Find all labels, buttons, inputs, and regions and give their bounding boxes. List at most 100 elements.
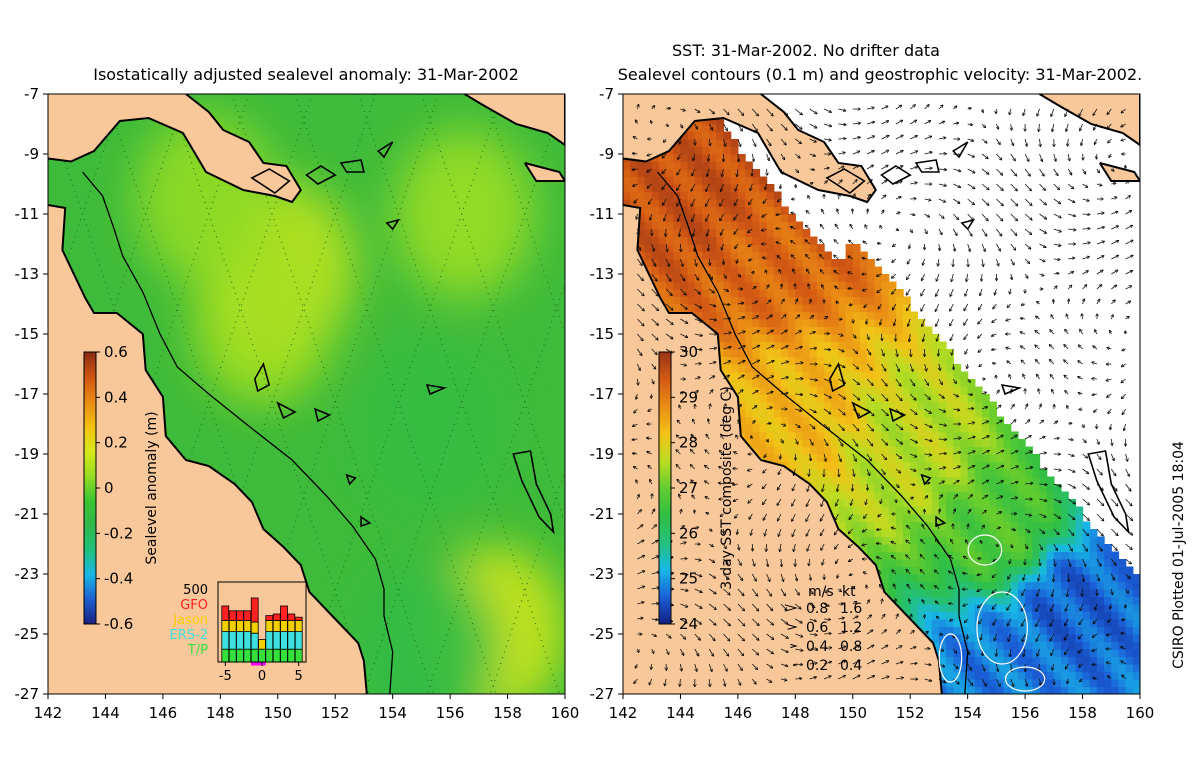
sst-cell	[1025, 514, 1033, 523]
sst-subtitle: Sealevel contours (0.1 m) and geostrophi…	[618, 65, 1143, 84]
sst-cell	[867, 476, 875, 485]
x-tick-label: 158	[493, 704, 522, 722]
sst-cell	[910, 386, 918, 395]
sst-cell	[702, 139, 710, 148]
sst-cell	[895, 491, 904, 500]
sst-cell	[1032, 529, 1041, 538]
sst-cell	[694, 244, 703, 253]
sst-cell	[960, 431, 969, 440]
velocity-arrow	[809, 315, 814, 320]
velocity-arrow	[691, 183, 696, 191]
sst-cell	[989, 469, 997, 478]
velocity-arrow	[752, 603, 758, 611]
velocity-arrow	[723, 648, 729, 656]
sst-cell	[723, 334, 732, 343]
velocity-arrow	[938, 228, 942, 235]
sst-cell	[752, 236, 761, 245]
sst-cell	[723, 319, 732, 328]
sst-cell	[1104, 641, 1112, 650]
colorbar-tick-label: 0.4	[104, 388, 128, 406]
sst-cell	[1046, 656, 1055, 665]
sst-cell	[845, 281, 854, 290]
sst-cell	[867, 551, 875, 560]
sst-cell	[931, 484, 940, 493]
sst-cell	[773, 221, 782, 230]
velocity-arrow	[651, 588, 660, 589]
velocity-arrow	[852, 438, 858, 446]
sst-cell	[694, 206, 703, 215]
sst-cell	[1061, 529, 1069, 538]
velocity-arrow	[938, 138, 946, 140]
sst-cell	[788, 409, 796, 418]
sst-cell	[716, 176, 725, 185]
sst-cell	[852, 446, 861, 455]
sst-cell	[795, 289, 804, 298]
velocity-arrow	[694, 334, 703, 336]
sst-cell	[759, 394, 768, 403]
sst-cell	[651, 244, 660, 253]
sst-cell	[1068, 671, 1076, 680]
velocity-arrow	[939, 509, 940, 515]
velocity-arrow	[822, 483, 825, 492]
velocity-arrow	[795, 649, 803, 651]
sst-cell	[931, 461, 940, 470]
sst-cell	[687, 221, 696, 230]
sst-cell	[989, 656, 997, 665]
sst-cell	[989, 536, 997, 545]
sst-cell	[881, 491, 890, 500]
sst-cell	[802, 379, 811, 388]
velocity-arrow	[880, 318, 882, 325]
sst-cell	[974, 476, 983, 485]
sst-cell	[709, 274, 717, 283]
velocity-arrow	[662, 153, 667, 158]
sst-cell	[938, 356, 947, 365]
histogram-bar	[280, 605, 288, 621]
sst-cell	[730, 349, 739, 358]
velocity-arrow	[848, 543, 854, 548]
velocity-arrow	[780, 346, 788, 350]
velocity-arrow	[763, 198, 767, 204]
sst-cell	[824, 326, 832, 335]
sst-cell	[781, 386, 789, 395]
sst-cell	[903, 311, 911, 320]
sst-cell	[824, 356, 832, 365]
velocity-arrow	[705, 481, 710, 485]
velocity-arrow	[924, 664, 932, 665]
sst-cell	[1010, 536, 1019, 545]
sst-cell	[1010, 566, 1019, 575]
velocity-arrow	[795, 347, 802, 350]
sst-cell	[809, 259, 818, 268]
sst-cell	[917, 371, 926, 380]
velocity-arrow	[938, 408, 946, 412]
sst-cell	[874, 491, 883, 500]
sst-cell	[651, 206, 660, 215]
sst-cell	[845, 319, 854, 328]
sst-cell	[680, 221, 689, 230]
velocity-arrow	[723, 390, 729, 395]
velocity-arrow	[938, 439, 947, 440]
sst-cell	[960, 656, 969, 665]
histogram-legend-entry: ERS-2	[170, 628, 208, 643]
sst-cell	[903, 514, 911, 523]
sst-cell	[745, 191, 753, 200]
sla-anomaly-blob	[360, 339, 501, 509]
sst-cell	[651, 251, 660, 260]
sst-cell	[938, 619, 947, 628]
sst-cell	[716, 326, 725, 335]
sst-cell	[723, 229, 732, 238]
velocity-arrow	[637, 648, 639, 653]
sst-cell	[946, 461, 954, 470]
sst-cell	[982, 611, 990, 620]
sst-cell	[680, 214, 689, 223]
velocity-arrow	[866, 615, 871, 620]
sst-cell	[1132, 679, 1140, 688]
velocity-arrow	[795, 633, 803, 637]
sst-cell	[938, 491, 947, 500]
velocity-arrow	[651, 619, 658, 620]
velocity-arrow	[723, 603, 731, 610]
sst-cell	[960, 386, 969, 395]
sst-cell	[931, 439, 940, 448]
sst-cell	[867, 499, 875, 508]
sst-cell	[737, 221, 746, 230]
sst-cell	[888, 544, 897, 553]
